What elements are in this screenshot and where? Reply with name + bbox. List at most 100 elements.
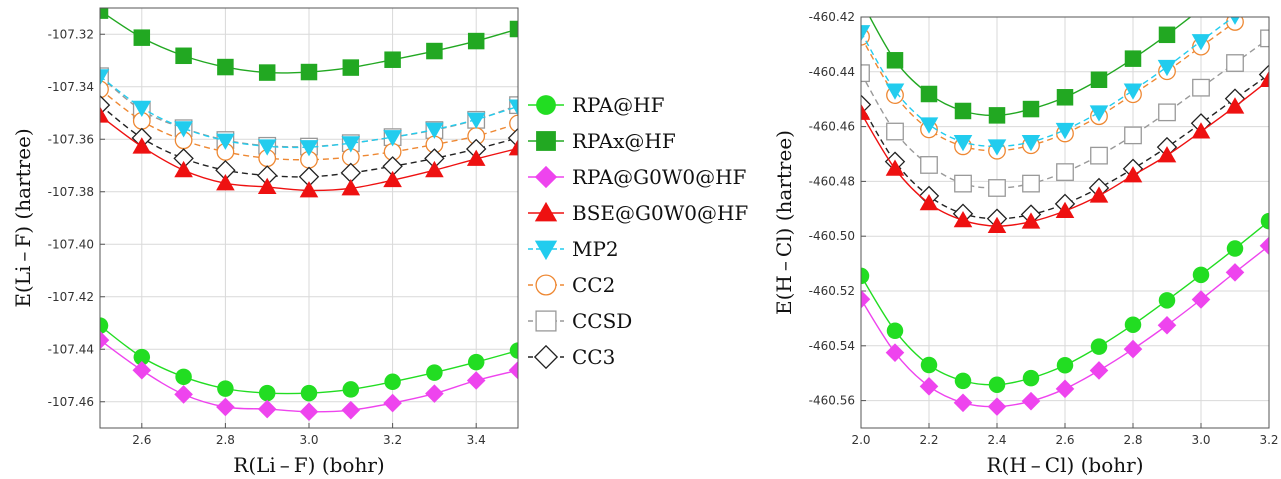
right-ytick-label: -460.42 (809, 10, 855, 24)
legend-swatch-marker (535, 274, 557, 296)
right-xtick-label: 2.6 (1055, 433, 1074, 447)
legend-item-rpa-hf: RPA@HF (528, 93, 665, 117)
left-point-bse-g0w0-hf (383, 170, 402, 188)
left-point-rpa-hf (300, 384, 318, 402)
left-xtick-label: 3.4 (467, 433, 486, 447)
legend-item-ccsd: CCSD (528, 309, 632, 333)
left-ytick-label: -107.38 (48, 185, 94, 199)
left-point-rpax-hf (258, 64, 276, 81)
right-point-mp2 (1157, 59, 1177, 77)
left-point-rpa-hf (384, 373, 401, 391)
right-xtick-label: 3.2 (1259, 433, 1278, 447)
right-point-mp2 (1089, 105, 1109, 122)
left-xtick-label: 3.2 (383, 433, 402, 447)
left-point-rpa-hf (342, 381, 360, 398)
right-point-rpax-hf (920, 85, 938, 103)
legend-swatch-marker (535, 310, 557, 332)
right-point-mp2 (885, 83, 905, 100)
right-point-ccsd (886, 122, 904, 141)
left-point-mp2 (299, 140, 319, 157)
left-ytick-label: -107.34 (48, 80, 94, 94)
right-point-rpa-g0w0-hf (1055, 379, 1075, 399)
left-series-rpa-hf (100, 317, 518, 402)
left-point-rpa-hf (426, 364, 443, 381)
right-point-rpa-g0w0-hf (1191, 290, 1211, 309)
right-point-rpa-hf (886, 322, 904, 339)
right-ytick-label: -460.54 (809, 339, 855, 353)
right-series-rpa-g0w0-hf (861, 236, 1269, 416)
left-point-cc2 (509, 114, 518, 133)
left-series-bse-g0w0-hf (100, 106, 518, 198)
left-ticks: 2.6 2.8 3.0 3.2 3.4 -107.46 -107.44 -107.42 -107… (48, 27, 486, 447)
right-point-mp2 (1021, 134, 1041, 152)
right-xtick-label: 2.4 (987, 433, 1006, 447)
right-point-bse-g0w0-hf (861, 103, 871, 120)
right-point-rpa-g0w0-hf (1259, 236, 1269, 256)
left-series-line-mp2 (100, 75, 518, 149)
legend: RPA@HF RPAx@HF RPA@G0W0@HF BSE@G0W0@HF MP2 CC… (528, 93, 748, 370)
right-point-rpa-g0w0-hf (953, 393, 973, 413)
left-point-rpax-hf (509, 20, 518, 38)
right-point-ccsd (1226, 54, 1244, 72)
right-point-bse-g0w0-hf (1089, 186, 1109, 203)
left-point-rpax-hf (467, 32, 485, 50)
right-point-rpax-hf (1056, 89, 1074, 106)
left-point-bse-g0w0-hf (100, 106, 110, 123)
right-point-rpa-hf (920, 356, 938, 374)
legend-label: MP2 (572, 237, 619, 261)
legend-item-bse-g0w0-hf: BSE@G0W0@HF (528, 201, 748, 225)
left-point-rpax-hf (133, 29, 151, 46)
right-ytick-label: -460.56 (809, 394, 855, 408)
left-series-cc3 (100, 94, 518, 188)
left-point-rpax-hf (426, 42, 443, 60)
right-point-ccsd (1260, 29, 1269, 48)
left-point-rpax-hf (300, 63, 318, 81)
left-point-rpa-hf (509, 342, 518, 359)
left-point-mp2 (132, 100, 152, 118)
left-series-rpa-g0w0-hf (100, 330, 518, 422)
left-point-rpa-hf (258, 384, 276, 402)
left-point-bse-g0w0-hf (425, 160, 444, 178)
right-point-ccsd (1056, 163, 1074, 181)
right-point-rpa-hf (1260, 212, 1269, 230)
right-point-rpa-hf (1090, 338, 1108, 355)
right-chart-panel: 2.0 2.2 2.4 2.6 2.8 3.0 3.2 -460.56 -460.54 -460.… (772, 0, 1279, 477)
right-point-mp2 (1055, 122, 1075, 140)
legend-label: RPAx@HF (572, 129, 676, 153)
right-point-ccsd (954, 174, 972, 193)
right-ytick-label: -460.46 (809, 120, 855, 134)
left-point-mp2 (216, 133, 235, 150)
legend-swatch-marker (534, 165, 558, 189)
right-point-rpax-hf (853, 0, 870, 9)
right-xtick-label: 2.0 (851, 433, 870, 447)
right-point-ccsd (1192, 78, 1210, 97)
left-point-rpa-hf (217, 380, 234, 397)
legend-swatch-marker (534, 240, 558, 261)
left-point-rpa-g0w0-hf (257, 399, 277, 419)
left-point-rpa-hf (175, 368, 192, 386)
left-x-axis-label: R(Li – F) (bohr) (233, 453, 384, 477)
legend-swatch-marker (534, 201, 558, 222)
legend-item-cc3: CC3 (528, 344, 615, 370)
legend-item-rpax-hf: RPAx@HF (528, 129, 676, 153)
legend-label: BSE@G0W0@HF (572, 201, 748, 225)
right-point-bse-g0w0-hf (987, 216, 1007, 234)
right-point-bse-g0w0-hf (885, 159, 905, 176)
right-point-rpa-g0w0-hf (1225, 263, 1245, 282)
left-ytick-label: -107.42 (48, 290, 94, 304)
right-point-rpa-hf (1022, 369, 1040, 387)
left-point-cc2 (100, 80, 109, 99)
left-chart-panel: 2.6 2.8 3.0 3.2 3.4 -107.46 -107.44 -107.42 -107… (11, 7, 519, 477)
left-point-rpa-g0w0-hf (174, 385, 193, 404)
right-point-rpa-g0w0-hf (861, 289, 871, 309)
right-point-rpa-g0w0-hf (1123, 339, 1143, 359)
right-point-rpa-hf (1192, 266, 1210, 284)
left-point-bse-g0w0-hf (466, 149, 486, 166)
left-point-mp2 (425, 122, 444, 139)
right-point-rpa-hf (1226, 240, 1244, 257)
right-plot-area (853, 0, 1269, 416)
right-point-ccsd (1090, 146, 1108, 165)
right-point-rpa-hf (988, 376, 1006, 393)
legend-label: CC3 (572, 345, 615, 369)
